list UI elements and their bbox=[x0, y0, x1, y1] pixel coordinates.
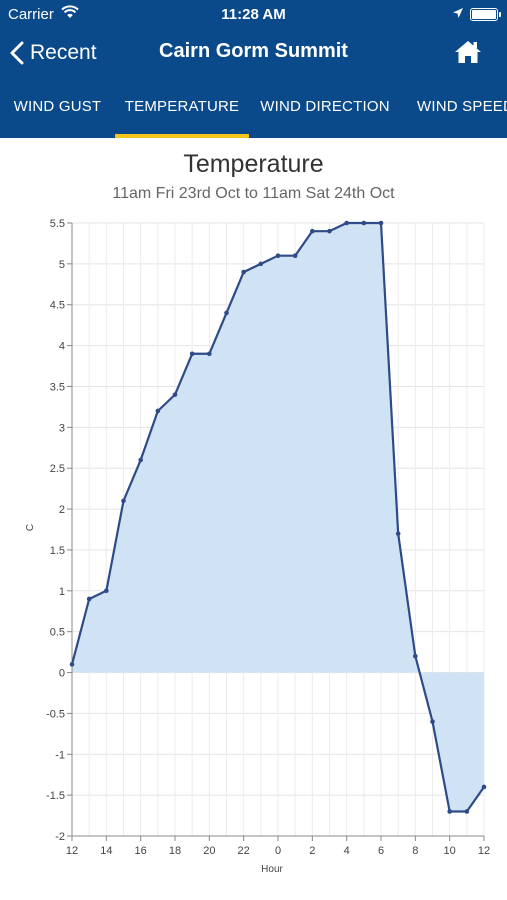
chart-area: Temperature 11am Fri 23rd Oct to 11am Sa… bbox=[0, 138, 507, 900]
carrier-label: Carrier bbox=[8, 6, 54, 23]
tab-wind-gust[interactable]: WIND GUST bbox=[13, 98, 102, 115]
data-point bbox=[447, 809, 452, 814]
x-tick-label: 0 bbox=[275, 845, 281, 857]
data-point bbox=[344, 220, 349, 226]
home-icon[interactable] bbox=[454, 39, 482, 65]
data-point bbox=[224, 310, 229, 316]
y-tick-label: 1 bbox=[59, 586, 65, 598]
x-tick-label: 8 bbox=[412, 845, 418, 857]
data-point bbox=[86, 596, 92, 602]
y-tick-label: 4 bbox=[59, 341, 65, 353]
data-point bbox=[258, 261, 264, 267]
x-axis-title: Hour bbox=[261, 864, 283, 875]
tab-temperature[interactable]: TEMPERATURE bbox=[115, 88, 249, 138]
data-point bbox=[241, 269, 246, 275]
y-tick-label: -1 bbox=[55, 749, 65, 761]
data-point bbox=[310, 228, 315, 234]
y-axis-title: C bbox=[25, 524, 36, 531]
data-point bbox=[138, 457, 143, 463]
back-button[interactable]: Recent bbox=[10, 38, 97, 68]
x-tick-label: 14 bbox=[100, 845, 112, 857]
x-tick-label: 22 bbox=[238, 845, 250, 857]
status-bar: Carrier 11:28 AM bbox=[0, 0, 507, 28]
wifi-icon bbox=[61, 5, 79, 18]
y-tick-label: 2.5 bbox=[50, 463, 65, 475]
y-tick-label: 5 bbox=[59, 259, 65, 271]
tab-wind-direction[interactable]: WIND DIRECTION bbox=[260, 98, 390, 115]
location-arrow-icon bbox=[453, 8, 463, 18]
x-tick-label: 12 bbox=[66, 845, 78, 857]
data-point bbox=[464, 809, 470, 814]
y-tick-label: 4.5 bbox=[50, 300, 65, 312]
data-point bbox=[189, 351, 195, 357]
data-point bbox=[413, 653, 418, 659]
y-tick-label: 0.5 bbox=[50, 627, 65, 639]
x-tick-label: 2 bbox=[309, 845, 315, 857]
data-point bbox=[430, 719, 435, 724]
status-time: 11:28 AM bbox=[221, 6, 286, 23]
y-tick-label: 2 bbox=[59, 504, 65, 516]
data-point bbox=[395, 531, 401, 536]
series-area bbox=[72, 223, 484, 812]
header: Carrier 11:28 AM Recent Cairn Gorm Summi… bbox=[0, 0, 507, 138]
data-point bbox=[69, 662, 75, 667]
data-point bbox=[155, 408, 161, 414]
data-point bbox=[275, 253, 281, 258]
x-tick-label: 6 bbox=[378, 845, 384, 857]
x-tick-label: 20 bbox=[203, 845, 215, 857]
x-tick-label: 16 bbox=[135, 845, 147, 857]
y-tick-label: 0 bbox=[59, 668, 65, 680]
y-tick-label: -1.5 bbox=[46, 790, 65, 802]
data-point bbox=[378, 220, 384, 226]
data-point bbox=[481, 784, 487, 790]
data-point bbox=[327, 228, 332, 234]
y-tick-label: -0.5 bbox=[46, 708, 65, 720]
data-point bbox=[104, 588, 109, 594]
y-tick-label: -2 bbox=[55, 831, 65, 843]
chart-title: Temperature bbox=[183, 150, 324, 178]
battery-icon bbox=[470, 8, 501, 21]
y-tick-label: 3 bbox=[59, 422, 65, 434]
tab-wind-speed[interactable]: WIND SPEED bbox=[417, 98, 507, 115]
x-tick-label: 10 bbox=[444, 845, 456, 857]
chevron-left-icon bbox=[10, 41, 24, 65]
navigation-bar: Recent Cairn Gorm Summit bbox=[0, 28, 507, 78]
data-point bbox=[361, 220, 367, 226]
y-tick-label: 5.5 bbox=[50, 218, 65, 230]
tab-bar: WIND GUST TEMPERATURE WIND DIRECTION WIN… bbox=[0, 88, 507, 138]
y-tick-label: 3.5 bbox=[50, 381, 65, 393]
back-button-label: Recent bbox=[30, 41, 97, 64]
chart-subtitle: 11am Fri 23rd Oct to 11am Sat 24th Oct bbox=[112, 185, 395, 202]
data-point bbox=[207, 351, 212, 357]
x-tick-label: 4 bbox=[344, 845, 350, 857]
y-tick-label: 1.5 bbox=[50, 545, 65, 557]
data-point bbox=[292, 253, 298, 258]
data-point bbox=[172, 392, 178, 397]
x-tick-label: 18 bbox=[169, 845, 181, 857]
x-tick-label: 12 bbox=[478, 845, 490, 857]
data-point bbox=[121, 498, 126, 504]
temperature-chart: 5.554.543.532.521.510.50-0.5-1-1.5-212 14… bbox=[25, 218, 490, 875]
